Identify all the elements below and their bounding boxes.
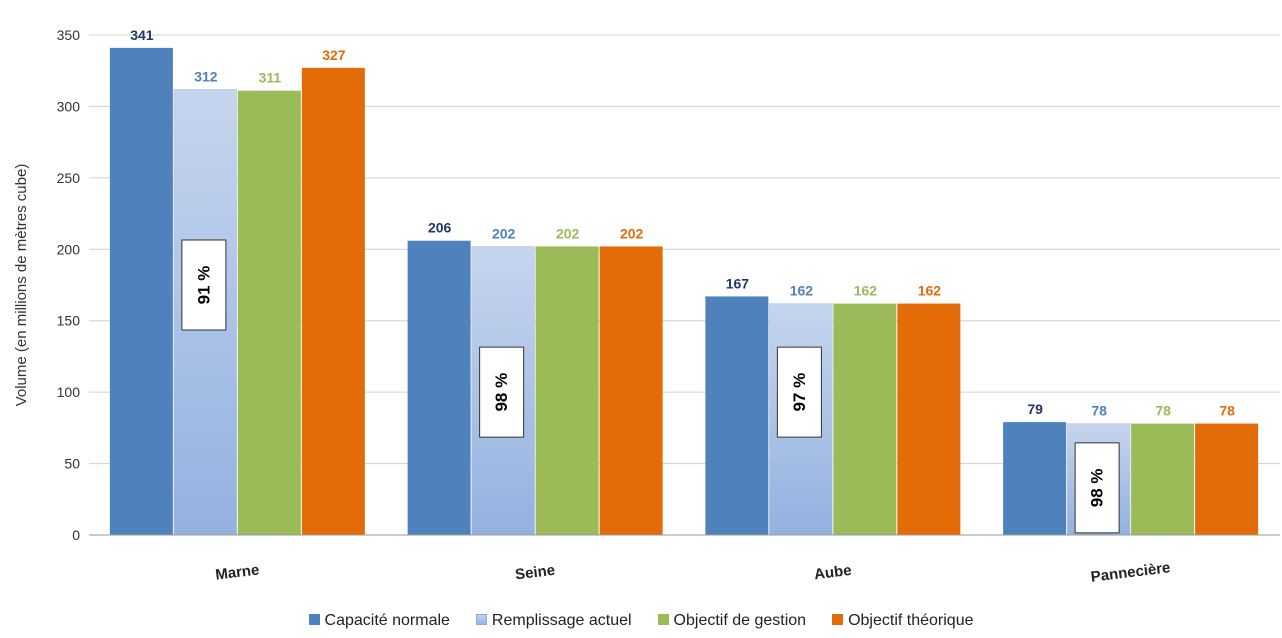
legend-swatch [657,614,669,625]
y-tick-label: 250 [57,170,81,186]
annotation-text: 98 % [492,373,511,412]
value-label: 311 [259,70,282,86]
percent-annotation: 98 % [479,346,525,438]
value-label: 206 [428,220,452,236]
bar [705,296,769,535]
category-label: Marne [214,561,260,583]
bar [109,47,173,535]
y-tick-label: 350 [57,27,81,43]
legend-swatch [475,614,487,625]
annotation-text: 91 % [194,266,213,305]
value-labels: 341 312 311 327 206 202 202 202 167 162 162 162 79 78… [130,27,1235,419]
bar [897,303,961,535]
category-label: Pannecière [1090,559,1172,586]
legend-item: Capacité normale [308,612,450,630]
annotation-box [181,239,227,331]
y-tick-label: 150 [57,313,81,329]
value-label: 162 [790,283,814,299]
bar [407,240,471,535]
y-tick-label: 100 [57,384,81,400]
value-label: 78 [1155,403,1171,419]
value-label: 162 [854,283,878,299]
legend-label: Remplissage actuel [491,612,632,629]
value-label: 312 [194,68,218,84]
percent-annotation: 97 % [776,346,822,438]
bar [237,90,301,535]
bar [1003,422,1067,535]
bar [1195,423,1259,535]
value-label: 78 [1219,403,1235,419]
y-axis-ticks: 0 50 100 150 200 250 300 350 [57,27,81,543]
bar [301,67,365,535]
category-label: Seine [514,562,556,584]
bar-chart: 0 50 100 150 200 250 300 350 Volume (en million… [13,27,1280,586]
category-label: Aube [813,562,852,583]
annotation-box [1074,442,1120,534]
y-tick-label: 200 [57,241,81,257]
y-tick-label: 50 [64,456,80,472]
annotation-box [479,346,525,438]
percent-annotation: 91 % [181,239,227,331]
value-label: 79 [1027,401,1043,417]
bar [833,303,897,535]
legend-item: Remplissage actuel [475,612,632,630]
category-labels: Marne Seine Aube Pannecière [214,559,1171,586]
value-label: 162 [918,283,942,299]
annotation-text: 97 % [790,373,809,412]
value-label: 202 [492,225,516,241]
percent-annotation: 98 % [1074,442,1120,534]
percent-annotations: 91 % 98 % 97 % 98 % [181,239,1120,534]
y-axis-label: Volume (en millions de mètres cube) [13,164,30,407]
value-label: 167 [726,275,750,291]
value-label: 202 [620,225,644,241]
value-label: 327 [322,47,346,63]
value-label: 78 [1091,403,1107,419]
legend-swatch [832,614,844,625]
value-label: 202 [556,225,580,241]
value-label: 341 [130,27,154,43]
annotation-text: 98 % [1088,468,1107,507]
legend-label: Objectif de gestion [673,612,807,629]
bar [599,246,663,535]
legend-label: Capacité normale [324,612,450,629]
bar [535,246,599,535]
y-tick-label: 0 [72,527,80,543]
legend-item: Objectif de gestion [657,612,807,630]
y-tick-label: 300 [57,98,81,114]
legend-swatch [308,614,320,625]
legend-item: Objectif théorique [832,612,973,630]
legend: Capacité normale Remplissage actuel Object… [0,612,1282,630]
legend-label: Objectif théorique [848,612,974,629]
bar [1131,423,1195,535]
annotation-box [776,346,822,438]
